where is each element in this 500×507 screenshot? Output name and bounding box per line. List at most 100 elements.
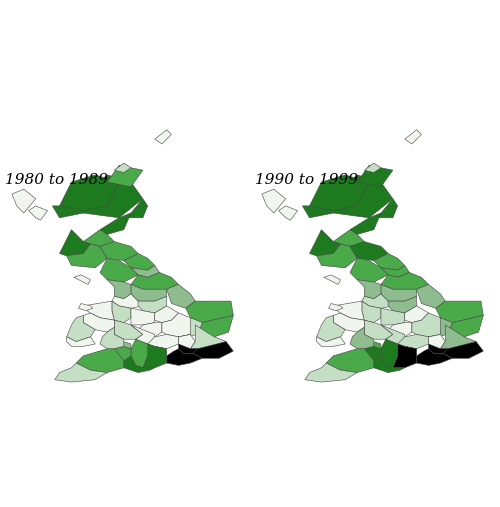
Polygon shape <box>84 301 114 320</box>
Polygon shape <box>357 346 381 360</box>
Polygon shape <box>357 280 381 299</box>
Polygon shape <box>405 130 421 144</box>
Polygon shape <box>440 325 476 349</box>
Polygon shape <box>381 265 410 277</box>
Polygon shape <box>52 175 143 218</box>
Polygon shape <box>278 206 297 220</box>
Polygon shape <box>78 304 93 311</box>
Polygon shape <box>124 254 155 270</box>
Polygon shape <box>388 322 412 337</box>
Polygon shape <box>66 244 107 268</box>
Polygon shape <box>362 294 393 308</box>
Polygon shape <box>334 230 364 246</box>
Polygon shape <box>28 206 48 220</box>
Polygon shape <box>350 213 381 234</box>
Polygon shape <box>162 313 195 337</box>
Polygon shape <box>381 325 405 344</box>
Polygon shape <box>114 320 143 339</box>
Polygon shape <box>412 313 445 337</box>
Polygon shape <box>124 356 155 373</box>
Polygon shape <box>55 363 107 382</box>
Polygon shape <box>114 163 131 172</box>
Polygon shape <box>316 337 345 346</box>
Polygon shape <box>357 165 393 187</box>
Polygon shape <box>436 301 484 322</box>
Polygon shape <box>381 273 428 289</box>
Polygon shape <box>112 301 131 322</box>
Polygon shape <box>448 315 484 337</box>
Polygon shape <box>186 301 234 322</box>
Polygon shape <box>60 175 119 210</box>
Polygon shape <box>84 230 114 246</box>
Polygon shape <box>324 275 340 284</box>
Polygon shape <box>350 328 374 349</box>
Polygon shape <box>178 335 195 349</box>
Polygon shape <box>262 189 285 213</box>
Polygon shape <box>316 244 357 268</box>
Polygon shape <box>12 189 36 213</box>
Polygon shape <box>100 258 138 282</box>
Polygon shape <box>166 349 202 366</box>
Polygon shape <box>114 342 131 349</box>
Polygon shape <box>374 254 405 270</box>
Polygon shape <box>350 258 388 282</box>
Polygon shape <box>66 315 95 342</box>
Polygon shape <box>166 284 195 308</box>
Polygon shape <box>138 297 166 313</box>
Text: 1990 to 1999: 1990 to 1999 <box>255 173 358 188</box>
Polygon shape <box>443 342 484 358</box>
Polygon shape <box>124 199 148 218</box>
Polygon shape <box>316 315 345 342</box>
Polygon shape <box>198 315 234 337</box>
Polygon shape <box>143 344 167 368</box>
Polygon shape <box>138 322 162 337</box>
Polygon shape <box>107 280 131 299</box>
Polygon shape <box>381 308 405 325</box>
Polygon shape <box>155 130 172 144</box>
Polygon shape <box>428 344 448 353</box>
Polygon shape <box>362 301 381 322</box>
Polygon shape <box>326 349 374 373</box>
Polygon shape <box>302 175 393 218</box>
Polygon shape <box>155 306 178 322</box>
Text: 1980 to 1989: 1980 to 1989 <box>5 173 108 188</box>
Polygon shape <box>328 304 343 311</box>
Polygon shape <box>100 242 138 261</box>
Polygon shape <box>112 294 143 308</box>
Polygon shape <box>107 346 131 360</box>
Polygon shape <box>193 342 234 358</box>
Polygon shape <box>178 344 198 353</box>
Polygon shape <box>334 313 364 332</box>
Polygon shape <box>374 356 405 373</box>
Polygon shape <box>100 213 131 234</box>
Polygon shape <box>305 363 357 382</box>
Polygon shape <box>66 337 95 346</box>
Polygon shape <box>428 318 452 337</box>
Polygon shape <box>131 308 155 325</box>
Polygon shape <box>310 230 340 256</box>
Polygon shape <box>310 175 369 210</box>
Polygon shape <box>178 318 203 337</box>
Polygon shape <box>364 163 381 172</box>
Polygon shape <box>388 297 416 313</box>
Polygon shape <box>398 335 428 349</box>
Polygon shape <box>374 199 398 218</box>
Polygon shape <box>364 320 393 339</box>
Polygon shape <box>428 335 445 349</box>
Polygon shape <box>131 339 148 368</box>
Polygon shape <box>364 342 381 349</box>
Polygon shape <box>416 349 452 366</box>
Polygon shape <box>148 335 178 349</box>
Polygon shape <box>107 165 143 187</box>
Polygon shape <box>84 313 114 332</box>
Polygon shape <box>350 242 388 261</box>
Polygon shape <box>60 230 90 256</box>
Polygon shape <box>334 301 364 320</box>
Polygon shape <box>131 284 166 301</box>
Polygon shape <box>416 284 445 308</box>
Polygon shape <box>190 325 226 349</box>
Polygon shape <box>381 339 398 368</box>
Polygon shape <box>131 325 155 344</box>
Polygon shape <box>405 306 428 322</box>
Polygon shape <box>393 344 416 368</box>
